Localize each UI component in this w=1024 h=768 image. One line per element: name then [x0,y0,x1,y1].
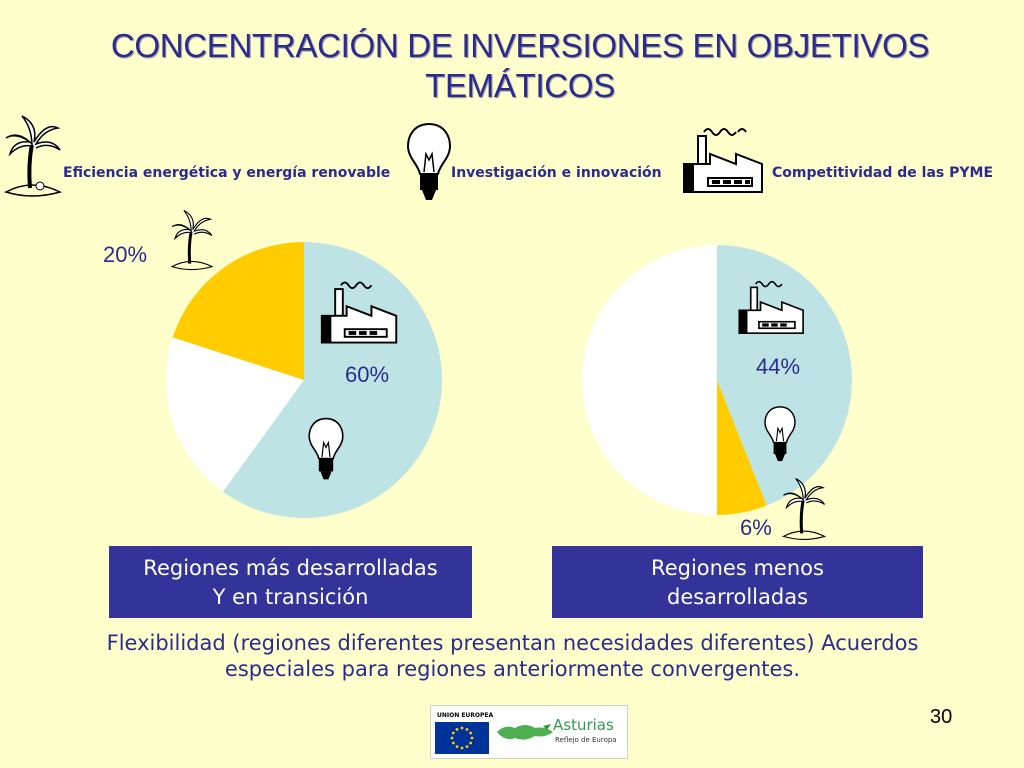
pie-2-slice-3 [582,245,717,515]
logo-tagline: Reflejo de Europa [555,736,617,744]
pie-2-slice-2 [717,380,767,515]
palm-tree-island-icon [170,209,214,271]
light-bulb-icon [308,417,344,480]
footer-note-line-2: especiales para regiones anteriormente c… [224,657,801,681]
eu-star-icon [469,741,473,745]
slide-title-line-1: CONCENTRACIÓN DE INVERSIONES EN OBJETIVO… [110,27,930,64]
slide-title: CONCENTRACIÓN DE INVERSIONES EN OBJETIVO… [60,26,980,106]
footer-note: Flexibilidad (regiones diferentes presen… [40,630,985,682]
eu-star-icon [470,736,474,740]
eu-star-icon [460,726,464,730]
pie-1-slice-1 [222,242,442,518]
slide-title-line-2: TEMÁTICOS [425,67,615,104]
legend-label-research: Investigación e innovación [451,165,662,181]
eu-star-icon [465,745,469,749]
logo-brand: Asturias [553,716,614,734]
eu-star-icon [455,727,459,731]
eu-logo-text: UNION EUROPEA [437,712,494,719]
asturias-map-icon [497,724,553,740]
pie-1-slice-2 [165,337,304,492]
region-box-less-developed-line-1: Regiones menos [651,556,824,580]
eu-star-icon [455,745,459,749]
factory-icon [683,128,763,193]
pie-1-slices [165,242,442,518]
factory-icon [320,281,398,344]
pie-2-label-sme: 44% [756,354,801,379]
eu-star-icon [451,741,455,745]
eu-star-icon [460,746,464,750]
pie-1-label-sme: 60% [345,362,390,387]
region-box-less-developed: Regiones menos desarrolladas [552,546,923,618]
pie-1-label-energy: 20% [103,242,148,267]
pie-chart-developed [165,242,442,518]
factory-icon [738,280,804,334]
pie-2-label-energy: 6% [740,515,772,540]
palm-tree-island-icon [781,478,827,541]
page-number: 30 [930,706,953,728]
eu-star-icon [451,731,455,735]
eu-star-icon [450,736,454,740]
footer-note-line-1: Flexibilidad (regiones diferentes presen… [106,631,919,655]
region-box-developed: Regiones más desarrolladas Y en transici… [109,546,472,618]
legend-label-energy: Eficiencia energética y energía renovabl… [63,165,391,181]
eu-flag-icon [435,722,489,754]
light-bulb-icon [764,406,796,462]
eu-star-icon [465,727,469,731]
legend-label-sme: Competitividad de las PYME [772,165,994,181]
pie-1-slice-3 [172,242,304,380]
region-box-developed-line-2: Y en transición [212,585,369,609]
region-box-developed-line-1: Regiones más desarrolladas [143,556,438,580]
eu-star-icon [469,731,473,735]
region-box-less-developed-line-2: desarrolladas [666,585,809,609]
light-bulb-icon [406,122,452,200]
eu-asturias-logo: UNION EUROPEA Asturias Reflejo de Europa [430,705,628,759]
palm-tree-island-icon [4,115,63,197]
